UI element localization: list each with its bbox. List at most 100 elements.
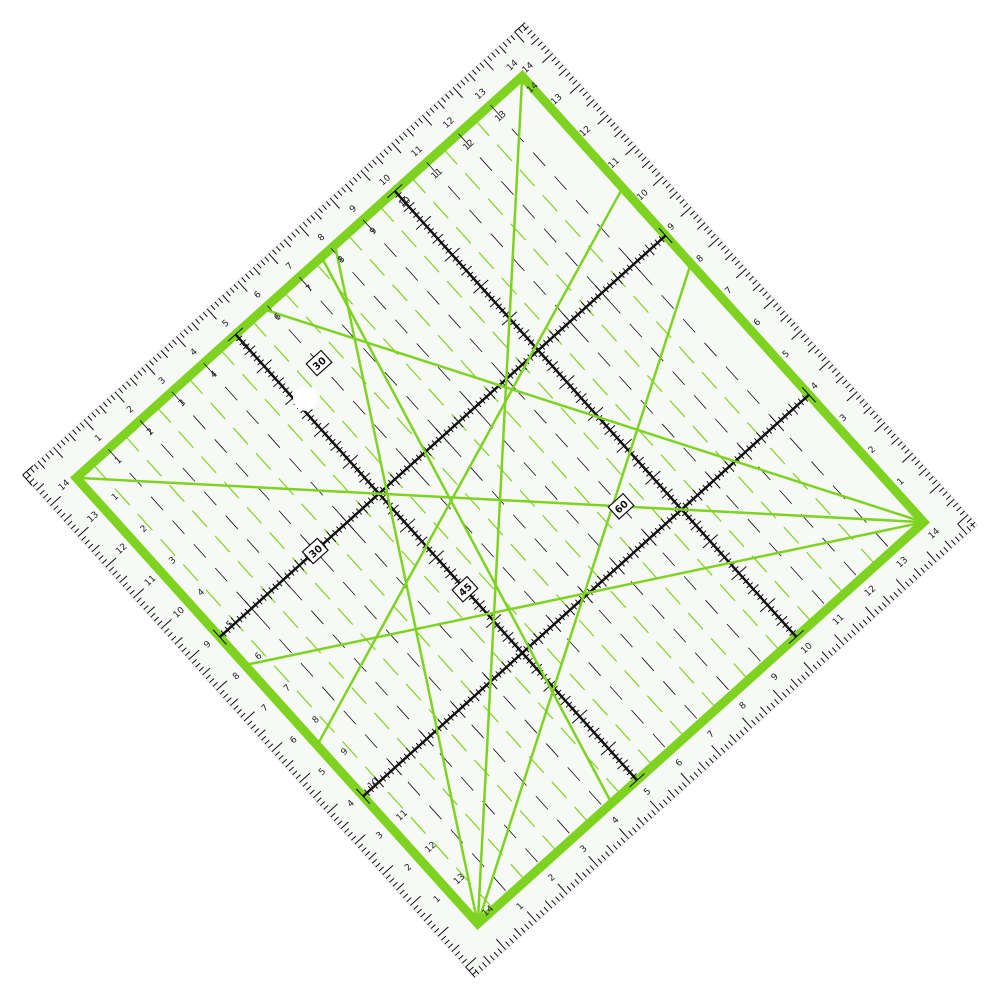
edge-tick <box>337 820 343 826</box>
crosshair-tick <box>501 661 512 673</box>
crosshair-tick <box>399 518 416 533</box>
crosshair-tick <box>256 359 273 374</box>
edge-tick <box>437 926 449 937</box>
edge-tick <box>655 172 661 177</box>
edge-tick <box>597 858 603 864</box>
edge-tick <box>510 35 516 41</box>
edge-tick <box>632 827 637 833</box>
crosshair-tick <box>785 625 793 632</box>
edge-tick <box>847 633 853 639</box>
crosshair-tick <box>450 574 458 581</box>
crosshair-tick <box>473 279 489 294</box>
edge-tick <box>88 543 94 549</box>
crosshair-tick <box>268 587 275 594</box>
grid-line-vertical <box>171 391 574 838</box>
edge-number: 4 <box>810 381 821 392</box>
crosshair-tick <box>578 307 586 315</box>
crosshair-tick <box>379 486 386 494</box>
edge-tick <box>79 422 85 428</box>
crosshair-tick <box>395 191 402 199</box>
edge-tick <box>91 544 100 553</box>
edge-tick <box>406 128 415 137</box>
edge-tick <box>406 897 412 903</box>
crosshair-tick <box>717 550 725 557</box>
edge-tick <box>371 858 378 864</box>
crosshair-tick <box>329 438 336 445</box>
crosshair-tick <box>698 488 705 495</box>
crosshair-tick <box>473 279 481 286</box>
edge-tick <box>512 934 518 940</box>
edge-tick <box>874 609 879 615</box>
edge-tick <box>742 717 753 729</box>
edge-tick <box>310 215 316 221</box>
edge-tick <box>558 64 564 70</box>
crosshair-tick <box>628 546 639 559</box>
crosshair-tick <box>243 343 250 350</box>
crosshair-tick <box>801 395 809 402</box>
crosshair-tick <box>499 667 506 675</box>
edge-tick <box>932 479 938 485</box>
edge-tick <box>520 927 526 933</box>
crosshair-tick <box>580 301 592 313</box>
edge-tick <box>448 943 454 949</box>
edge-tick <box>333 194 339 200</box>
edge-tick <box>240 712 246 718</box>
crosshair-tick <box>357 502 369 514</box>
edge-number: 1 <box>432 894 443 905</box>
edge-tick <box>495 48 500 55</box>
crosshair-tick <box>350 462 358 469</box>
edge-tick <box>399 889 405 895</box>
crosshair-tick <box>495 671 502 678</box>
edge-tick <box>299 225 310 237</box>
edge-tick <box>918 468 927 476</box>
edge-tick <box>278 755 284 760</box>
crosshair-tick <box>702 484 709 492</box>
edge-tick <box>420 912 426 918</box>
inner-number: 5 <box>241 341 252 352</box>
edge-tick <box>360 170 371 182</box>
edge-tick <box>662 179 668 185</box>
crosshair-tick <box>356 788 371 805</box>
edge-tick <box>945 495 952 500</box>
crosshair-tick <box>228 622 235 630</box>
edge-tick <box>605 851 610 857</box>
angle-label-box <box>301 537 329 565</box>
edge-tick <box>347 831 353 837</box>
crosshair-tick <box>387 767 395 775</box>
crosshair-tick <box>750 441 757 449</box>
edge-tick <box>479 62 485 68</box>
edge-tick <box>772 689 783 701</box>
crosshair-tick <box>642 538 649 546</box>
crosshair-tick <box>403 753 410 761</box>
edge-tick <box>322 204 327 210</box>
crosshair-tick <box>340 522 347 530</box>
crosshair-tick <box>558 693 566 700</box>
crosshair-tick <box>425 546 433 553</box>
crosshair-tick <box>732 566 739 573</box>
edge-tick <box>689 775 695 781</box>
crosshair-tick <box>531 638 538 646</box>
edge-tick <box>70 524 76 530</box>
edge-number: 8 <box>316 232 327 243</box>
edge-tick <box>364 166 370 172</box>
crosshair-tick <box>304 554 311 562</box>
crosshair-tick <box>547 624 554 632</box>
crosshair-tick <box>606 282 613 290</box>
crosshair-tick <box>497 625 505 633</box>
crosshair-tick <box>276 579 283 587</box>
edge-tick <box>865 606 876 618</box>
edge-tick <box>382 865 394 876</box>
crosshair-tick <box>398 195 406 203</box>
crosshair-tick <box>529 661 537 668</box>
edge-tick <box>250 724 256 730</box>
edge-tick <box>851 629 856 636</box>
edge-tick <box>53 446 64 459</box>
crosshair-tick <box>555 617 562 624</box>
crosshair-tick <box>403 465 410 472</box>
crosshair-tick <box>559 375 567 382</box>
crosshair-tick <box>466 271 474 278</box>
edge-tick <box>302 221 308 228</box>
crosshair-tick <box>368 785 375 793</box>
edge-number: 3 <box>157 376 168 387</box>
edge-tick <box>472 69 477 75</box>
